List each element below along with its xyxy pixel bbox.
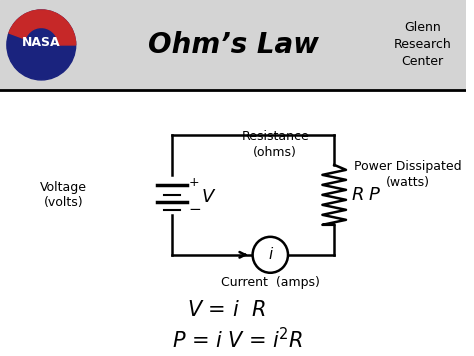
Text: NASA: NASA <box>22 36 61 49</box>
Wedge shape <box>9 10 76 45</box>
Text: P: P <box>369 186 380 204</box>
Text: V: V <box>201 188 214 206</box>
Circle shape <box>7 10 76 80</box>
Text: $\mathit{P}$ = $\mathit{i}$ $\mathit{V}$ = $\mathit{i}$$^2$$\mathit{R}$: $\mathit{P}$ = $\mathit{i}$ $\mathit{V}$… <box>172 327 303 352</box>
Text: Current  (amps): Current (amps) <box>221 276 320 289</box>
Text: $\mathit{V}$ = $\mathit{i}$  $\mathit{R}$: $\mathit{V}$ = $\mathit{i}$ $\mathit{R}$ <box>187 300 265 320</box>
Text: Resistance
(ohms): Resistance (ohms) <box>241 130 309 159</box>
Text: i: i <box>268 247 273 262</box>
Text: Ohm’s Law: Ohm’s Law <box>147 31 319 59</box>
Text: Voltage
(volts): Voltage (volts) <box>40 181 87 209</box>
Text: Power Dissipated
(watts): Power Dissipated (watts) <box>354 160 462 189</box>
Text: Glenn
Research
Center: Glenn Research Center <box>394 21 452 68</box>
Text: R: R <box>352 186 365 204</box>
Circle shape <box>253 237 288 273</box>
Text: +: + <box>189 176 200 189</box>
Bar <box>0 0 466 90</box>
Text: −: − <box>189 202 201 217</box>
